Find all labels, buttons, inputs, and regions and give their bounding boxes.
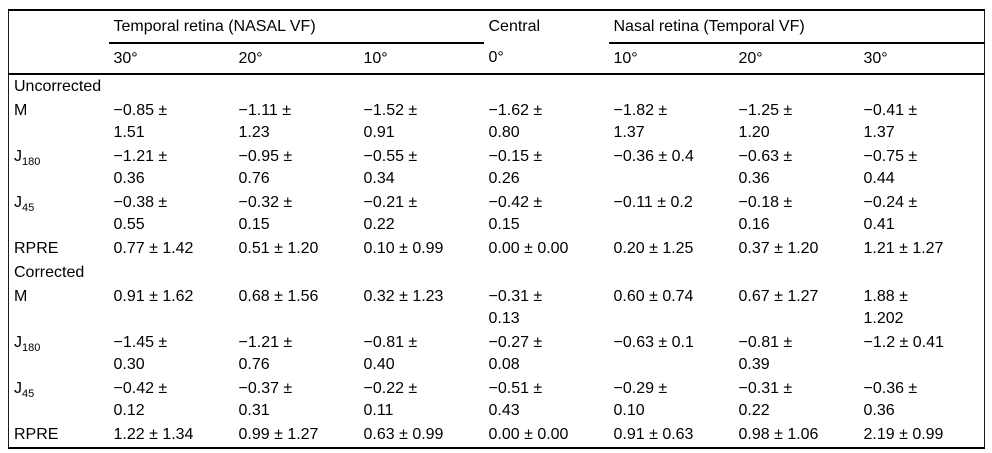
table-cell: −1.21 ± 0.76 (238, 334, 293, 374)
table-cell: −0.36 ± 0.4 (613, 148, 694, 165)
table-cell: 0.00 ± 0.00 (488, 240, 569, 257)
table-cell: −0.42 ± 0.15 (488, 194, 543, 233)
table-cell: 0.00 ± 0.00 (488, 426, 569, 444)
table-row-uncorrected-j45: J45 −0.38 ± 0.55 −0.32 ± 0.15 −0.21 ± 0.… (9, 191, 985, 237)
column-header-nasal-20: 20° (733, 43, 859, 75)
section-title: Uncorrected (14, 78, 102, 95)
nasal-retina-group-header: Nasal retina (Temporal VF) (608, 10, 985, 44)
empty-header-cell (8, 43, 109, 75)
row-label: J45 (14, 194, 35, 215)
table-cell: −1.82 ± 1.37 (613, 102, 668, 141)
table-cell: −1.62 ± 0.80 (488, 102, 543, 141)
table-cell: −1.45 ± 0.30 (113, 334, 168, 374)
table-cell: −0.27 ± 0.08 (488, 334, 543, 374)
table-cell: 0.91 ± 1.62 (113, 288, 194, 306)
table-cell: −0.95 ± 0.76 (238, 148, 293, 187)
table-cell: −0.51 ± 0.43 (488, 380, 543, 420)
table-cell: −0.24 ± 0.41 (863, 194, 918, 233)
table-cell: 1.88 ± 1.202 (863, 288, 908, 328)
column-header-central-0: 0° (483, 43, 609, 75)
column-header-temporal-10: 10° (358, 43, 484, 75)
table-cell: −0.37 ± 0.31 (238, 380, 293, 420)
table-cell: −0.41 ± 1.37 (863, 102, 918, 141)
table-cell: −0.15 ± 0.26 (488, 148, 543, 187)
table-cell: −0.29 ± 0.10 (613, 380, 668, 420)
row-label: J45 (14, 380, 35, 401)
table-cell: −1.11 ± 1.23 (238, 102, 292, 141)
table-cell: 0.10 ± 0.99 (363, 240, 444, 257)
row-label: J180 (14, 148, 41, 169)
table-cell: 0.67 ± 1.27 (738, 288, 819, 306)
table-row-corrected-m: M 0.91 ± 1.62 0.68 ± 1.56 0.32 ± 1.23 −0… (9, 285, 985, 331)
row-label: J180 (14, 334, 41, 355)
table-cell: −0.32 ± 0.15 (238, 194, 293, 233)
table-cell: 2.19 ± 0.99 (863, 426, 944, 444)
eccentricity-header-row: 30° 20° 10° 0° 10° 20° 30° (8, 43, 985, 75)
column-header-nasal-10: 10° (608, 43, 734, 75)
central-group-header: Central (488, 18, 541, 35)
table-cell: −0.81 ± 0.40 (363, 334, 418, 374)
table-row-corrected-j45: J45 −0.42 ± 0.12 −0.37 ± 0.31 −0.22 ± 0.… (9, 377, 985, 423)
table-cell: 0.32 ± 1.23 (363, 288, 444, 306)
table-cell: 1.22 ± 1.34 (113, 426, 194, 444)
table-cell: −1.21 ± 0.36 (113, 148, 168, 187)
table-cell: 0.37 ± 1.20 (738, 240, 819, 257)
table-cell: −0.38 ± 0.55 (113, 194, 168, 233)
table-row-uncorrected-m: M −0.85 ± 1.51 −1.11 ± 1.23 −1.52 ± 0.91… (9, 99, 985, 145)
table-cell: 0.99 ± 1.27 (238, 426, 319, 444)
row-label: M (14, 288, 28, 306)
section-row-uncorrected: Uncorrected (9, 74, 985, 99)
column-header-temporal-30: 30° (108, 43, 234, 75)
table-cell: 0.98 ± 1.06 (738, 426, 819, 444)
table-cell: −0.36 ± 0.36 (863, 380, 918, 420)
table-row-uncorrected-rpre: RPRE 0.77 ± 1.42 0.51 ± 1.20 0.10 ± 0.99… (9, 237, 985, 261)
table-cell: −1.2 ± 0.41 (863, 334, 944, 352)
table-cell: −0.63 ± 0.36 (738, 148, 793, 187)
table-cell: 1.21 ± 1.27 (863, 240, 944, 257)
section-title: Corrected (14, 264, 85, 282)
row-label-column-header (9, 10, 109, 43)
table-cell: 0.68 ± 1.56 (238, 288, 319, 306)
table-cell: −0.55 ± 0.34 (363, 148, 418, 187)
table-cell: −0.21 ± 0.22 (363, 194, 418, 233)
column-header-nasal-30: 30° (858, 43, 985, 75)
table-cell: −0.75 ± 0.44 (863, 148, 918, 187)
column-group-header-row: Temporal retina (NASAL VF) Central Nasal… (9, 10, 985, 44)
table-cell: 0.91 ± 0.63 (613, 426, 694, 444)
row-label: M (14, 102, 28, 119)
table-cell: −0.81 ± 0.39 (738, 334, 793, 374)
table-cell: −0.31 ± 0.13 (488, 288, 543, 328)
table-cell: −1.25 ± 1.20 (738, 102, 793, 141)
table-cell: 0.60 ± 0.74 (613, 288, 694, 306)
table-cell: −0.31 ± 0.22 (738, 380, 793, 420)
table-cell: −0.63 ± 0.1 (613, 334, 694, 352)
row-label: RPRE (14, 240, 59, 257)
refraction-data-table: Temporal retina (NASAL VF) Central Nasal… (8, 9, 986, 450)
table-row-uncorrected-j180: J180 −1.21 ± 0.36 −0.95 ± 0.76 −0.55 ± 0… (9, 145, 985, 191)
table-row-corrected-rpre: RPRE 1.22 ± 1.34 0.99 ± 1.27 0.63 ± 0.99… (9, 423, 985, 448)
table-cell: 0.51 ± 1.20 (238, 240, 319, 257)
table-cell: 0.77 ± 1.42 (113, 240, 194, 257)
section-row-corrected: Corrected (9, 261, 985, 285)
row-label: RPRE (14, 426, 59, 444)
temporal-retina-group-header: Temporal retina (NASAL VF) (108, 10, 484, 44)
column-header-temporal-20: 20° (233, 43, 359, 75)
table-cell: −0.11 ± 0.2 (613, 194, 693, 211)
table-cell: 0.63 ± 0.99 (363, 426, 444, 444)
table-cell: 0.20 ± 1.25 (613, 240, 694, 257)
table-cell: −0.85 ± 1.51 (113, 102, 168, 141)
table-row-corrected-j180: J180 −1.45 ± 0.30 −1.21 ± 0.76 −0.81 ± 0… (9, 331, 985, 377)
table-cell: −0.18 ± 0.16 (738, 194, 793, 233)
table-cell: −0.22 ± 0.11 (363, 380, 418, 420)
table-cell: −0.42 ± 0.12 (113, 380, 168, 420)
table-cell: −1.52 ± 0.91 (363, 102, 418, 141)
